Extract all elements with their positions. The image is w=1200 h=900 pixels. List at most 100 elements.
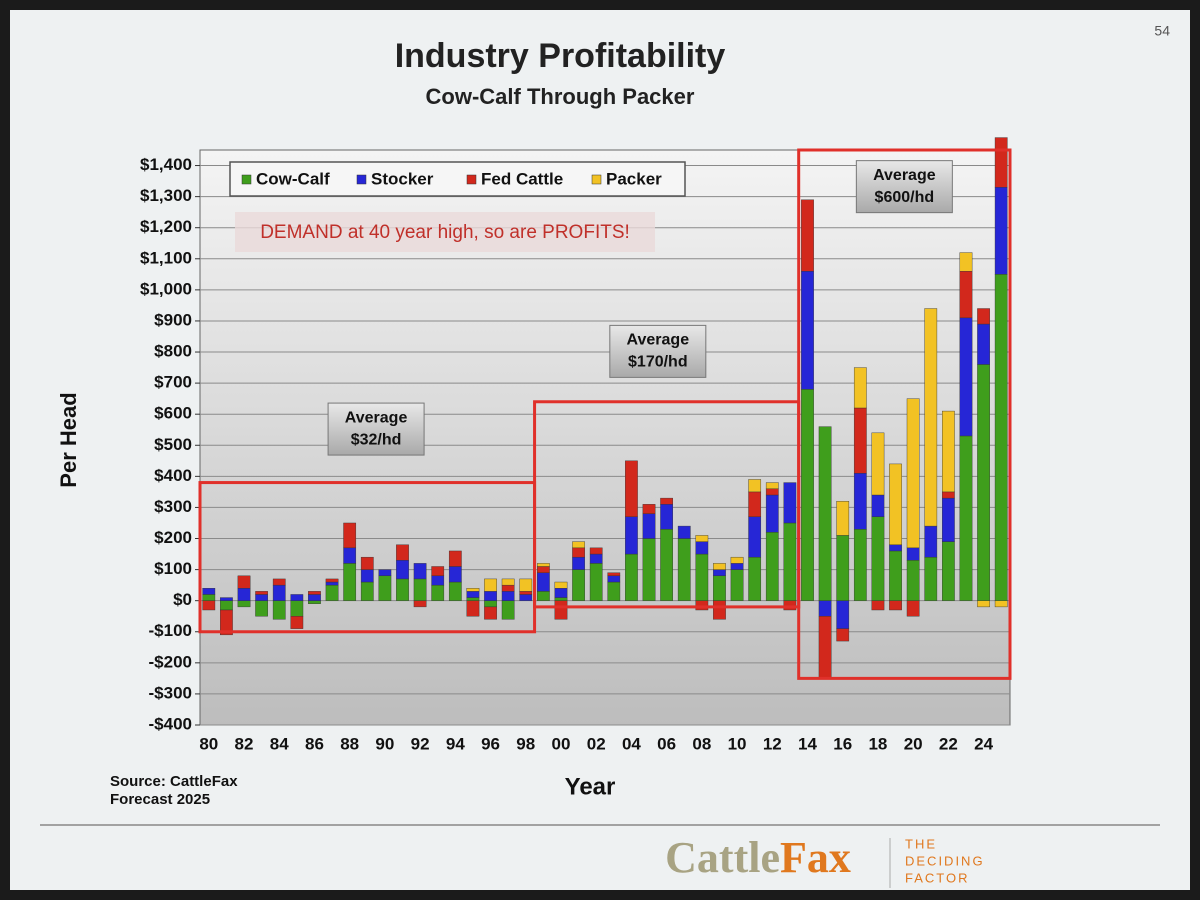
bar-segment: [589, 553, 603, 564]
bar-segment: [237, 575, 251, 589]
bar-segment: [906, 600, 920, 617]
logo: Fax: [780, 833, 851, 882]
bar-segment: [572, 556, 585, 570]
bar-segment: [607, 581, 621, 601]
bar-segment: [325, 581, 339, 586]
average-value: $600/hd: [875, 189, 935, 206]
annotation-box: [235, 212, 655, 252]
chart-title: Industry Profitability: [395, 37, 726, 75]
bar-segment: [713, 569, 726, 577]
x-tick-label: 94: [446, 734, 465, 753]
bar-segment: [660, 497, 673, 505]
bar-segment: [290, 616, 304, 629]
bar-segment: [220, 609, 233, 636]
average-value: $170/hd: [628, 354, 688, 371]
bar-segment: [818, 426, 832, 601]
bar-segment: [713, 600, 726, 620]
bar-segment: [713, 575, 726, 601]
bar-segment: [642, 538, 656, 601]
bar-segment: [572, 569, 585, 601]
bar-segment: [448, 566, 462, 583]
x-tick-label: 18: [868, 734, 887, 753]
bar-segment: [466, 588, 480, 592]
average-box: [609, 324, 707, 378]
bar-segment: [783, 482, 797, 524]
legend-swatch: [241, 174, 252, 185]
bar-segment: [748, 556, 762, 601]
bar-segment: [519, 591, 533, 595]
legend-swatch: [591, 174, 602, 185]
y-tick-label: $0: [173, 590, 192, 609]
bar-segment: [431, 575, 445, 586]
bar-segment: [765, 488, 779, 496]
bar-segment: [889, 600, 902, 611]
bar-segment: [554, 597, 568, 601]
bar-segment: [853, 528, 867, 601]
bar-segment: [625, 516, 638, 555]
bar-segment: [272, 578, 286, 586]
x-tick-label: 98: [516, 734, 535, 753]
average-label: Average: [873, 167, 936, 184]
x-tick-label: 96: [481, 734, 500, 753]
y-axis-title: Per Head: [56, 392, 81, 487]
bar-segment: [977, 600, 990, 608]
x-tick-label: 00: [552, 734, 571, 753]
bar-segment: [607, 575, 621, 583]
bar-segment: [255, 591, 268, 595]
bar-segment: [924, 525, 938, 558]
tagline: DECIDING: [905, 853, 985, 868]
bar-segment: [202, 588, 216, 595]
bar-segment: [801, 389, 814, 601]
bar-segment: [836, 535, 850, 601]
y-tick-label: -$100: [149, 621, 192, 640]
bar-segment: [871, 432, 885, 496]
bar-segment: [501, 600, 515, 620]
x-tick-label: 24: [974, 734, 993, 753]
bar-segment: [677, 525, 691, 539]
period-outline: [797, 148, 1012, 680]
bar-segment: [730, 556, 744, 564]
bar-segment: [748, 491, 762, 517]
bar-segment: [448, 550, 462, 567]
bar-segment: [994, 137, 1008, 188]
bar-segment: [695, 600, 709, 611]
bar-segment: [554, 581, 568, 589]
bar-segment: [537, 591, 550, 601]
x-tick-label: 82: [235, 734, 254, 753]
bar-segment: [871, 494, 885, 517]
bar-segment: [484, 578, 497, 592]
chart-subtitle: Cow-Calf Through Packer: [426, 84, 695, 109]
bar-segment: [889, 550, 902, 601]
bar-segment: [853, 473, 867, 530]
bar-segment: [272, 600, 286, 620]
bar-segment: [994, 600, 1008, 608]
bar-segment: [220, 597, 233, 601]
bar-segment: [765, 532, 779, 601]
bar-segment: [589, 547, 603, 555]
bar-segment: [325, 584, 339, 601]
bar-segment: [308, 594, 321, 601]
bar-segment: [396, 578, 409, 601]
bar-segment: [272, 584, 286, 601]
source-note: Forecast 2025: [110, 791, 210, 808]
bar-segment: [237, 588, 251, 601]
average-label: Average: [627, 332, 690, 349]
bar-segment: [255, 594, 268, 601]
bar-segment: [290, 600, 304, 617]
bar-segment: [343, 547, 357, 564]
bar-segment: [695, 541, 709, 555]
x-tick-label: 12: [763, 734, 782, 753]
bar-segment: [959, 317, 973, 437]
y-tick-label: $100: [154, 559, 192, 578]
y-tick-label: $500: [154, 435, 192, 454]
bar-segment: [942, 410, 955, 493]
page-number: 54: [1154, 23, 1170, 39]
bar-segment: [484, 600, 497, 608]
y-tick-label: $1,300: [140, 186, 192, 205]
average-value: $32/hd: [351, 431, 402, 448]
bar-segment: [466, 600, 480, 617]
bar-segment: [748, 516, 762, 558]
bar-segment: [572, 547, 585, 558]
